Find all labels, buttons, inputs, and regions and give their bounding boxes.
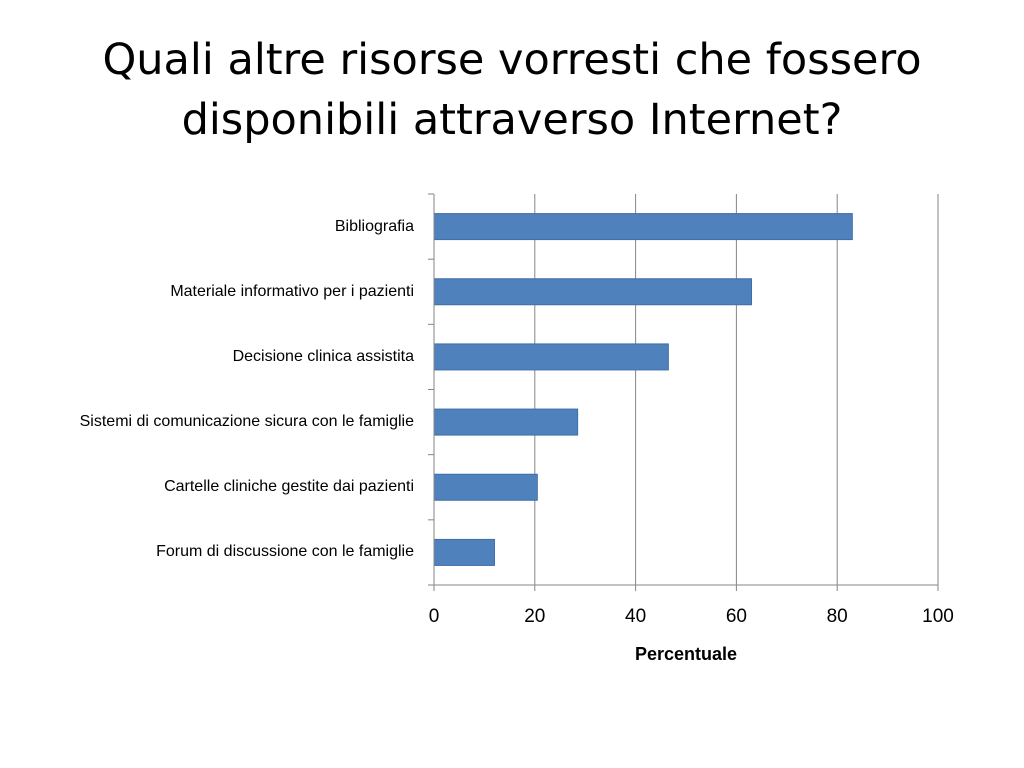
axes [428, 193, 939, 591]
bars [433, 213, 853, 566]
x-tick-label: 60 [725, 606, 747, 627]
x-tick-label: 0 [428, 606, 440, 627]
bar [433, 538, 495, 566]
bar [433, 408, 579, 436]
x-tick-label: 20 [524, 606, 546, 627]
category-label: Cartelle cliniche gestite dai pazienti [164, 478, 414, 496]
x-tick-label: 100 [922, 606, 954, 627]
category-label: Decisione clinica assistita [232, 347, 414, 365]
category-label: Forum di discussione con le famiglie [156, 543, 414, 561]
category-label: Sistemi di comunicazione sicura con le f… [79, 413, 414, 431]
category-label: Materiale informativo per i pazienti [170, 282, 414, 300]
x-tick-label: 80 [826, 606, 848, 627]
bar [433, 473, 538, 501]
bar [433, 213, 853, 241]
x-tick-label: 40 [625, 606, 647, 627]
x-axis-title: Percentuale [634, 644, 738, 664]
gridlines [534, 194, 939, 585]
bar [433, 343, 669, 371]
bar [433, 278, 753, 306]
slide-title: Quali altre risorse vorresti che fossero… [102, 35, 922, 145]
category-label: Bibliografia [334, 217, 414, 235]
